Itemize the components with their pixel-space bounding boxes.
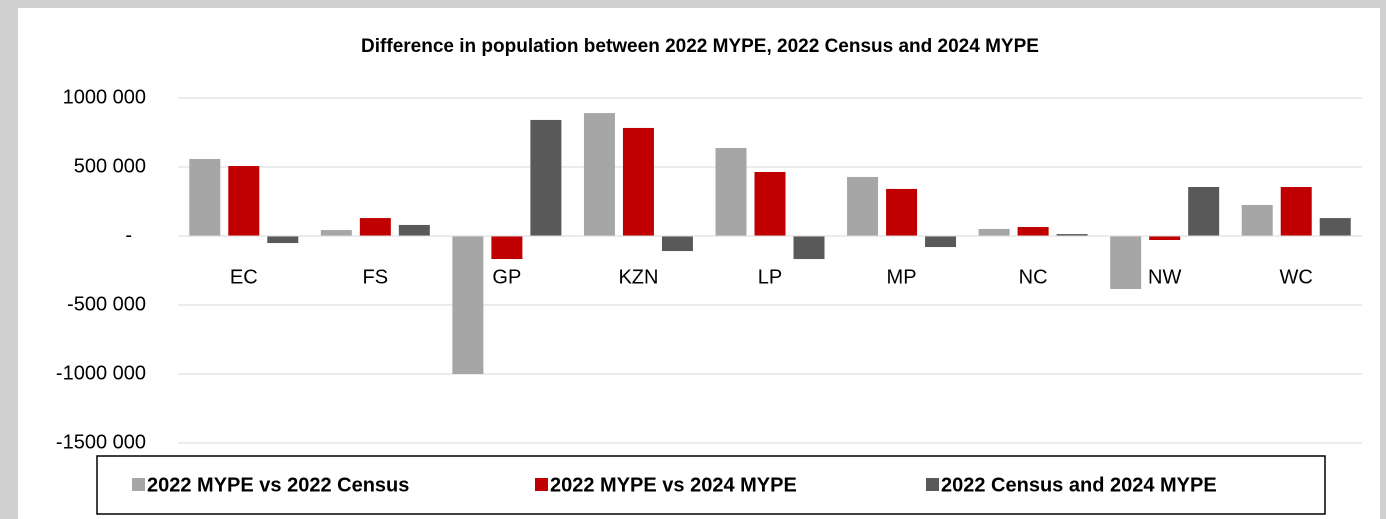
x-tick-label: KZN [618, 266, 658, 288]
y-tick-label: -500 000 [67, 293, 146, 315]
bar [1280, 187, 1312, 236]
x-tick-label: NC [1019, 266, 1048, 288]
y-tick-label: -1000 000 [56, 362, 146, 384]
bar [452, 236, 484, 374]
x-tick-label: WC [1280, 266, 1313, 288]
chart-panel [18, 8, 1380, 519]
bar [189, 158, 221, 236]
bar [1017, 227, 1049, 236]
bar [661, 236, 693, 252]
bar [793, 236, 825, 260]
x-tick-label: EC [230, 266, 258, 288]
x-tick-label: NW [1148, 266, 1181, 288]
bar [491, 236, 523, 260]
x-tick-label: MP [887, 266, 917, 288]
legend-label: 2022 Census and 2024 MYPE [941, 474, 1217, 496]
x-tick-label: LP [758, 266, 782, 288]
y-tick-label: -1500 000 [56, 431, 146, 453]
bar [228, 166, 260, 236]
bar [359, 218, 391, 236]
bar [530, 119, 562, 236]
bar [925, 236, 957, 248]
legend-box [96, 455, 1326, 515]
bar [886, 188, 918, 236]
legend-label: 2022 MYPE vs 2022 Census [147, 474, 409, 496]
bar [398, 224, 430, 236]
bar [1056, 234, 1088, 236]
legend-swatch [926, 478, 939, 491]
bar [267, 236, 299, 244]
y-tick-label: - [125, 224, 132, 246]
bar [754, 171, 786, 236]
bar [1110, 236, 1142, 289]
bar [715, 147, 747, 236]
y-tick-label: 500 000 [74, 155, 146, 177]
bar [622, 127, 654, 236]
bar [1241, 204, 1273, 236]
legend-label: 2022 MYPE vs 2024 MYPE [550, 474, 797, 496]
legend-swatch [132, 478, 145, 491]
chart-title: Difference in population between 2022 MY… [361, 36, 1039, 57]
bar [1319, 218, 1351, 236]
bar [978, 228, 1010, 236]
bar [847, 176, 879, 236]
legend-swatch [535, 478, 548, 491]
y-tick-label: 1000 000 [63, 86, 146, 108]
bar [1149, 236, 1181, 241]
x-tick-label: FS [363, 266, 389, 288]
x-tick-label: GP [492, 266, 521, 288]
bar [320, 230, 352, 236]
bar [1188, 187, 1220, 236]
bar [583, 113, 615, 236]
